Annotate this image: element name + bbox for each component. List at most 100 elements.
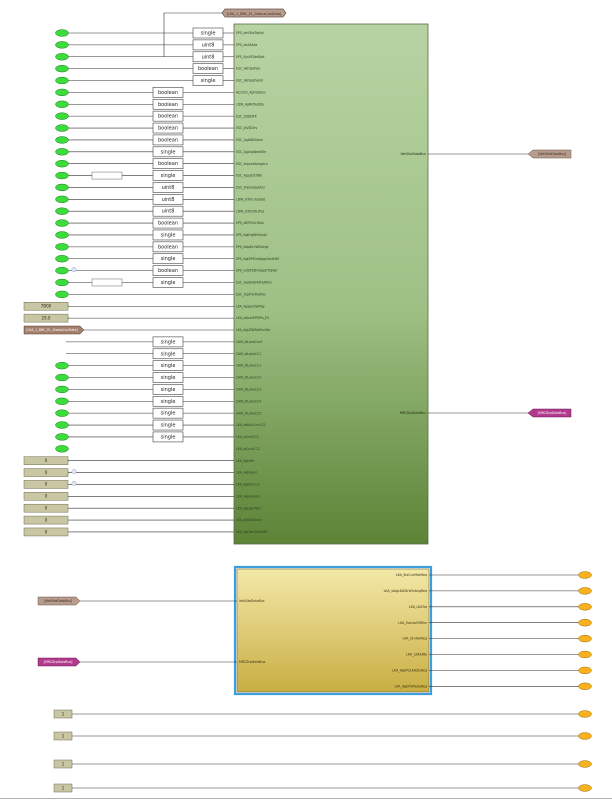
block-port-label: EPS_AgtEPSOrdAppOvrdtHV <box>236 257 280 261</box>
outport-oval[interactable] <box>578 634 592 643</box>
inport-oval[interactable] <box>55 207 69 215</box>
goto-tag[interactable] <box>527 149 572 159</box>
block-port-label: CAM_stLaneCC1 <box>236 364 261 368</box>
data-type-converter[interactable] <box>152 182 184 193</box>
block-port-label: ESC_ImpredLatAcn <box>236 186 265 190</box>
constant-block[interactable] <box>23 301 69 311</box>
inport-oval[interactable] <box>55 183 69 192</box>
inport-oval[interactable] <box>55 29 69 37</box>
inport-oval[interactable] <box>55 160 69 168</box>
inport-oval[interactable] <box>55 112 69 120</box>
inport-oval[interactable] <box>55 243 69 251</box>
inport-oval[interactable] <box>55 136 69 144</box>
inport-oval[interactable] <box>55 148 69 156</box>
outport-oval[interactable] <box>578 619 592 627</box>
outport-oval[interactable] <box>578 732 592 740</box>
data-type-converter[interactable] <box>152 134 184 146</box>
inport-oval[interactable] <box>55 361 69 370</box>
lower-subsystem-block[interactable] <box>236 568 430 693</box>
data-type-converter[interactable] <box>152 336 184 348</box>
data-type-converter[interactable] <box>152 87 184 98</box>
data-type-converter[interactable] <box>192 39 224 51</box>
inport-oval[interactable] <box>55 219 69 227</box>
inport-oval[interactable] <box>55 409 69 417</box>
data-type-converter[interactable] <box>152 205 184 217</box>
data-type-converter[interactable] <box>152 110 184 122</box>
data-type-converter[interactable] <box>152 265 184 276</box>
inport-oval[interactable] <box>55 64 69 73</box>
data-type-converter[interactable] <box>152 372 184 383</box>
data-type-converter[interactable] <box>152 431 184 443</box>
inport-oval[interactable] <box>55 195 69 203</box>
constant-block[interactable] <box>23 527 69 537</box>
constant-block[interactable] <box>23 456 69 465</box>
data-type-converter[interactable] <box>192 51 224 63</box>
outport-oval[interactable] <box>578 784 592 792</box>
data-type-converter[interactable] <box>152 241 184 253</box>
inport-oval[interactable] <box>55 88 69 97</box>
data-type-converter[interactable] <box>152 158 184 169</box>
data-type-converter[interactable] <box>192 27 224 39</box>
outport-oval[interactable] <box>578 666 592 675</box>
inport-oval[interactable] <box>55 433 69 441</box>
inport-oval[interactable] <box>55 445 69 453</box>
upper-subsystem-block[interactable] <box>233 23 429 545</box>
outport-oval[interactable] <box>578 603 592 611</box>
inport-oval[interactable] <box>55 421 69 429</box>
data-type-converter[interactable] <box>152 253 184 265</box>
inport-oval[interactable] <box>55 41 69 49</box>
data-type-converter[interactable] <box>152 348 184 360</box>
block-port-label: EPS_vstEPSDrvApptrTrqVal <box>236 269 277 273</box>
inport-oval[interactable] <box>55 100 69 108</box>
data-type-converter[interactable] <box>152 277 184 288</box>
top-goto-wire <box>163 12 222 57</box>
inport-oval[interactable] <box>55 373 69 382</box>
inport-oval[interactable] <box>55 266 69 275</box>
from-tag[interactable] <box>37 657 81 667</box>
data-type-converter[interactable] <box>152 194 184 205</box>
outport-oval[interactable] <box>578 760 592 768</box>
from-tag-block[interactable] <box>23 325 85 335</box>
data-type-converter[interactable] <box>152 146 184 158</box>
gain-block[interactable] <box>91 278 123 287</box>
constant-block[interactable] <box>23 468 69 477</box>
inport-oval[interactable] <box>55 76 69 85</box>
outport-oval[interactable] <box>578 571 592 579</box>
data-type-converter[interactable] <box>152 419 184 431</box>
data-type-converter[interactable] <box>152 170 184 181</box>
dial-icon <box>71 481 77 486</box>
constant-block[interactable] <box>23 515 69 525</box>
inport-oval[interactable] <box>55 231 69 239</box>
data-type-converter[interactable] <box>152 98 184 110</box>
block-output-label: MRCDrpDataBus <box>400 411 427 415</box>
data-type-converter[interactable] <box>192 75 224 86</box>
data-type-converter[interactable] <box>152 360 184 371</box>
constant-block[interactable] <box>23 492 69 501</box>
gain-block[interactable] <box>91 171 123 180</box>
constant-block[interactable] <box>23 503 69 513</box>
data-type-converter[interactable] <box>152 395 184 407</box>
inport-oval[interactable] <box>55 278 69 287</box>
inport-oval[interactable] <box>55 53 69 61</box>
outport-oval[interactable] <box>578 682 592 690</box>
converter-type-label: single <box>201 78 216 84</box>
inport-oval[interactable] <box>55 255 69 263</box>
inport-oval[interactable] <box>55 171 69 180</box>
inport-oval[interactable] <box>55 397 69 405</box>
constant-block[interactable] <box>23 480 69 489</box>
inport-oval[interactable] <box>55 290 69 299</box>
inport-oval[interactable] <box>55 385 69 394</box>
from-tag[interactable] <box>37 596 81 606</box>
inport-oval[interactable] <box>55 124 69 132</box>
outport-oval[interactable] <box>578 650 592 659</box>
data-type-converter[interactable] <box>152 384 184 395</box>
data-type-converter[interactable] <box>192 63 224 74</box>
outport-oval[interactable] <box>578 587 592 595</box>
data-type-converter[interactable] <box>152 407 184 419</box>
constant-block[interactable] <box>23 313 69 323</box>
goto-tag[interactable] <box>527 408 572 418</box>
data-type-converter[interactable] <box>152 217 184 229</box>
outport-oval[interactable] <box>578 710 592 718</box>
data-type-converter[interactable] <box>152 229 184 241</box>
data-type-converter[interactable] <box>152 122 184 134</box>
